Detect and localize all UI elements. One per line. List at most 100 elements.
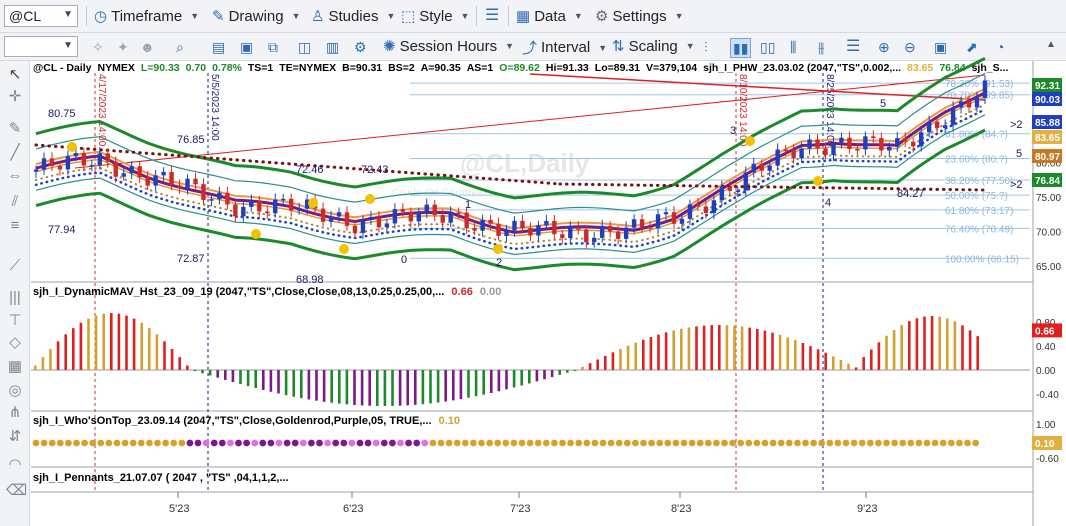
mav-histogram-bar	[512, 370, 516, 388]
who-on-top-dot	[267, 439, 275, 447]
shape-icon[interactable]: ◇	[9, 334, 21, 351]
arrows-icon[interactable]: ⇵	[8, 428, 22, 445]
chart-type-icon[interactable]: ▤	[212, 39, 226, 55]
channel-icon[interactable]: ⫽	[11, 193, 19, 210]
candle-body	[161, 171, 166, 176]
ruler-icon[interactable]: ⟋	[9, 257, 21, 274]
data-menu[interactable]: ▦ Data ▼	[516, 7, 583, 26]
mav-histogram-bar	[710, 325, 713, 370]
mav-histogram-bar	[649, 337, 653, 370]
price-annotation: 84.27	[897, 188, 925, 200]
wand-icon[interactable]: ✧	[92, 39, 104, 55]
who-on-top-dot	[623, 439, 631, 447]
pivot-dot	[67, 142, 77, 152]
chevron-down-icon: ▼	[598, 42, 608, 53]
mav-histogram-bar	[885, 335, 888, 370]
who-on-top-dot	[956, 439, 963, 447]
mav-histogram-bar	[588, 363, 592, 370]
pointer-icon[interactable]: ↖	[8, 66, 22, 83]
candle-body	[847, 137, 852, 149]
interval-menu[interactable]: ⤴ Interval ▼	[522, 37, 607, 58]
chevron-down-icon[interactable]: ▼	[63, 40, 73, 51]
timeframe-label: Timeframe	[111, 7, 183, 25]
mav-histogram-bar	[908, 321, 911, 370]
who-on-top-dot	[510, 439, 518, 447]
photo-icon[interactable]: ⧉	[268, 39, 278, 55]
who-on-top-dot	[48, 439, 56, 447]
candle-body	[974, 97, 980, 108]
who-on-top-dot	[607, 439, 615, 447]
eraser-icon[interactable]: ⌫	[6, 482, 28, 499]
line-icon[interactable]: ╱	[10, 144, 20, 161]
layout-icon[interactable]: ☰	[846, 38, 861, 55]
chart-add-icon[interactable]: ⬈	[966, 39, 978, 55]
scaling-menu[interactable]: ⇅ Scaling ▼	[612, 37, 695, 56]
crosshair-icon[interactable]: ✛	[8, 88, 22, 105]
image-icon[interactable]: ▣	[934, 39, 948, 55]
symbol-combobox[interactable]: @CL ▼	[4, 5, 78, 27]
who-on-top-dot	[40, 439, 48, 447]
magnify-icon[interactable]: ⌕	[176, 39, 184, 55]
candle-body	[193, 178, 198, 185]
candle-body	[687, 204, 693, 219]
mav-value-1: 0.66	[451, 286, 473, 298]
who-on-top-dot	[785, 439, 793, 447]
candle-body	[528, 228, 533, 236]
text-icon[interactable]: ⊤	[8, 312, 22, 329]
spiral-icon[interactable]: ◎	[8, 382, 22, 399]
timeframe-menu[interactable]: ◷ Timeframe ▼	[94, 7, 199, 26]
bars-icon[interactable]: ▥	[326, 39, 340, 55]
gann-icon[interactable]: ▦	[7, 358, 23, 375]
drawing-tool-combobox[interactable]: ▼	[4, 36, 78, 57]
arc-icon[interactable]: ◠	[8, 456, 22, 473]
price-tick-label: 65.00	[1036, 262, 1061, 273]
zoom-in-icon[interactable]: ⊕	[878, 39, 890, 55]
header-change: 0.70	[185, 62, 207, 74]
mav-histogram-bar	[345, 370, 349, 405]
settings-label: Settings	[612, 7, 667, 25]
mav-histogram-bar	[961, 325, 964, 370]
candle-body	[767, 165, 772, 171]
style-menu[interactable]: ⬚ Style ▼	[401, 7, 469, 26]
who-on-top-dot	[56, 439, 64, 447]
bar-chart-icon[interactable]: ⫶	[704, 39, 708, 55]
move-icon[interactable]: ⇔	[7, 167, 23, 184]
who-on-top-dot	[542, 439, 550, 447]
mask-icon[interactable]: ☻	[140, 39, 155, 55]
candle-body	[751, 163, 756, 173]
gear-small-icon[interactable]: ⚙	[354, 39, 367, 55]
mav-histogram-bar	[664, 332, 668, 370]
who-on-top-dot	[769, 439, 777, 447]
chart-icon[interactable]: ◫	[298, 39, 312, 55]
candle-body	[839, 137, 844, 143]
price-marker	[1032, 149, 1062, 163]
hollow-candle-icon[interactable]: ▯▯	[760, 39, 776, 55]
mav-histogram-bar	[277, 370, 280, 394]
brush-icon[interactable]: ✦	[117, 39, 129, 55]
session-hours-menu[interactable]: ✺ Session Hours ▼	[383, 37, 514, 56]
price-tick-label: 80.00	[1036, 159, 1061, 170]
pitchfork-icon[interactable]: ⋔	[8, 404, 22, 421]
settings-menu[interactable]: ⚙ Settings ▼	[595, 7, 684, 26]
ohlc-icon[interactable]: ⫼	[790, 39, 797, 55]
collapse-icon[interactable]: ▲	[1046, 39, 1056, 50]
layout-icon[interactable]: ☰	[485, 7, 500, 24]
mav-histogram-bar	[284, 370, 288, 396]
studies-menu[interactable]: ♙ Studies ▼	[311, 7, 395, 26]
mav-tick-label: 0.00	[1036, 366, 1056, 377]
candle-body	[81, 153, 87, 166]
chevron-down-icon[interactable]: ▼	[63, 9, 73, 20]
drawing-menu[interactable]: ✎ Drawing ▼	[212, 7, 301, 26]
mav-histogram-bar	[680, 328, 683, 370]
image-icon[interactable]: ▣	[240, 39, 254, 55]
zoom-out-icon[interactable]: ⊖	[904, 39, 916, 55]
fib-icon[interactable]: ≡	[10, 217, 20, 234]
bars-icon[interactable]: |||	[9, 289, 21, 306]
studies-icon: ♙	[311, 8, 325, 25]
hlc-icon[interactable]: ⫵	[818, 39, 825, 55]
speed-icon[interactable]: ◔	[996, 39, 1005, 55]
candle-chart-icon[interactable]: ▮▮	[730, 38, 752, 58]
wrench-icon[interactable]: ✎	[8, 120, 22, 137]
mav-histogram-bar	[771, 332, 774, 370]
